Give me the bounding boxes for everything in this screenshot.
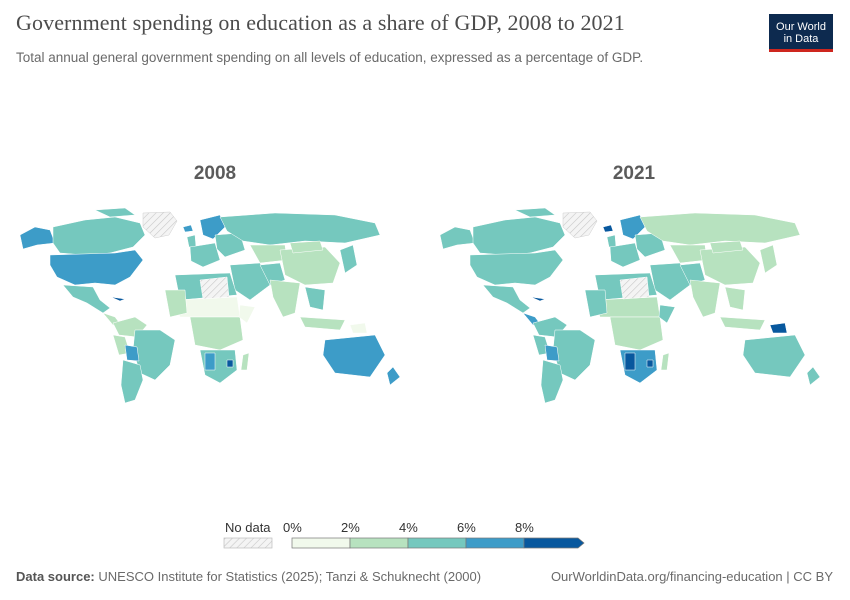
world-map-2008[interactable] <box>15 205 415 410</box>
region-mexico <box>62 284 111 314</box>
map-year-label-2021: 2021 <box>612 163 656 184</box>
region-algeria-libya <box>199 276 230 300</box>
region-horn-africa <box>238 304 256 324</box>
region-chile-argentina <box>120 359 144 404</box>
region-new-zealand <box>386 366 401 386</box>
logo-line-1: Our World <box>776 21 826 33</box>
region-india <box>689 279 721 318</box>
region-greenland <box>142 211 178 239</box>
region-western-europe <box>189 242 221 268</box>
legend-tick-6: 6% <box>457 520 476 535</box>
region-alaska <box>19 226 56 250</box>
region-iceland <box>602 224 614 233</box>
region-usa <box>49 249 144 286</box>
region-uk <box>606 234 617 248</box>
region-namibia <box>204 352 216 371</box>
region-iran <box>259 262 286 286</box>
region-canada-islands <box>94 207 136 218</box>
data-source: Data source: UNESCO Institute for Statis… <box>16 569 481 584</box>
region-algeria-libya <box>619 276 650 300</box>
region-canada <box>472 216 566 256</box>
region-central-africa <box>609 316 664 351</box>
owid-logo[interactable]: Our World in Data <box>769 14 833 52</box>
legend-no-data-label: No data <box>225 520 271 535</box>
legend-swatch-4-6 <box>407 537 467 549</box>
region-australia <box>742 334 806 378</box>
legend-swatch-0-2 <box>291 537 351 549</box>
region-southeast-asia <box>724 286 746 311</box>
legend-swatch-no-data <box>223 537 273 549</box>
world-map-2021[interactable] <box>435 205 835 410</box>
region-iran <box>679 262 706 286</box>
region-bolivia <box>544 344 560 362</box>
region-horn-africa <box>658 304 676 324</box>
region-uk <box>186 234 197 248</box>
region-china <box>699 246 761 286</box>
logo-line-2: in Data <box>783 33 819 45</box>
region-png <box>769 322 788 334</box>
footer-url[interactable]: OurWorldinData.org/financing-education |… <box>550 569 833 584</box>
data-source-label: Data source: <box>16 569 95 584</box>
region-cuba <box>110 296 126 302</box>
region-china <box>279 246 341 286</box>
region-png <box>349 322 368 334</box>
region-new-zealand <box>806 366 821 386</box>
region-russia <box>219 212 381 246</box>
region-bolivia <box>124 344 140 362</box>
legend-tick-0: 0% <box>283 520 302 535</box>
region-western-europe <box>609 242 641 268</box>
region-mexico <box>482 284 531 314</box>
region-canada-islands <box>514 207 556 218</box>
map-year-label-2008: 2008 <box>193 163 237 184</box>
region-japan-korea <box>339 244 358 274</box>
legend-swatch-2-4 <box>349 537 409 549</box>
chart-title: Government spending on education as a sh… <box>16 10 625 35</box>
region-indonesia <box>299 316 346 331</box>
region-greenland <box>562 211 598 239</box>
region-canada <box>52 216 146 256</box>
region-madagascar <box>240 352 250 371</box>
region-cuba <box>530 296 546 302</box>
legend-tick-4: 4% <box>399 520 418 535</box>
region-iceland <box>182 224 194 233</box>
region-chile-argentina <box>540 359 564 404</box>
region-alaska <box>439 226 476 250</box>
region-mongolia <box>289 240 324 254</box>
region-russia <box>639 212 801 246</box>
region-usa <box>469 249 564 286</box>
region-madagascar <box>660 352 670 371</box>
region-southeast-asia <box>304 286 326 311</box>
region-lesotho-swaziland <box>226 359 234 368</box>
region-west-africa <box>164 289 188 318</box>
region-australia <box>322 334 386 378</box>
legend-tick-8: 8% <box>515 520 534 535</box>
region-indonesia <box>719 316 766 331</box>
data-source-text: UNESCO Institute for Statistics (2025); … <box>98 569 482 584</box>
legend-tick-2: 2% <box>341 520 360 535</box>
color-legend: No data 0% 2% 4% 6% 8% <box>220 516 600 556</box>
region-lesotho-swaziland <box>646 359 654 368</box>
region-japan-korea <box>759 244 778 274</box>
chart-subtitle: Total annual general government spending… <box>16 50 644 65</box>
region-india <box>269 279 301 318</box>
legend-swatch-8-plus <box>523 537 585 549</box>
legend-swatches <box>223 537 585 549</box>
region-central-africa <box>189 316 244 351</box>
region-scandinavia <box>619 214 646 240</box>
region-namibia <box>624 352 636 371</box>
region-mongolia <box>709 240 744 254</box>
legend-swatch-6-8 <box>465 537 525 549</box>
region-west-africa <box>584 289 608 318</box>
region-scandinavia <box>199 214 226 240</box>
